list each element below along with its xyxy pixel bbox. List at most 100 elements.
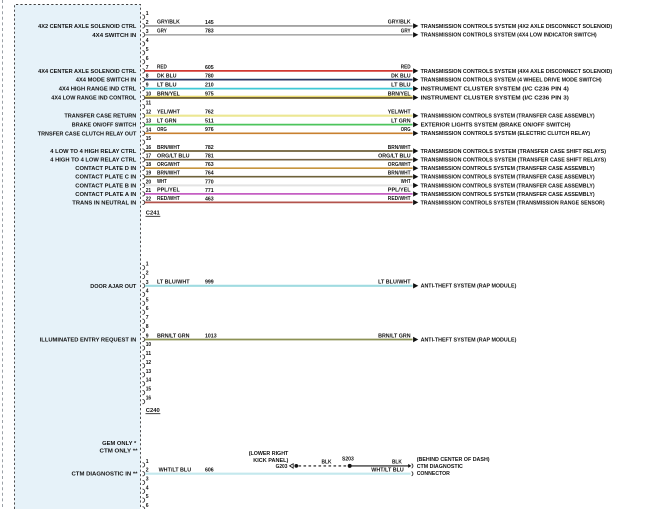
- svg-text:ORG: ORG: [157, 127, 167, 133]
- svg-text:18: 18: [146, 162, 152, 168]
- svg-text:ORG/WHT: ORG/WHT: [388, 162, 411, 168]
- svg-text:4X4 SWITCH IN: 4X4 SWITCH IN: [92, 33, 136, 39]
- svg-text:20: 20: [146, 179, 152, 185]
- svg-text:C241: C241: [146, 211, 160, 217]
- svg-text:ORG/WHT: ORG/WHT: [157, 162, 180, 168]
- svg-text:6: 6: [146, 306, 149, 312]
- svg-text:TRANSMISSION CONTROLS SYSTEM (: TRANSMISSION CONTROLS SYSTEM (TRANSFER C…: [421, 183, 595, 189]
- svg-text:LT BLU: LT BLU: [391, 82, 411, 88]
- svg-text:CONNECTOR: CONNECTOR: [417, 471, 450, 477]
- svg-text:TRANSMISSION CONTROLS SYSTEM (: TRANSMISSION CONTROLS SYSTEM (TRANSFER C…: [421, 149, 607, 155]
- svg-text:TRANSMISSION CONTROLS SYSTEM (: TRANSMISSION CONTROLS SYSTEM (TRANSFER C…: [421, 175, 595, 181]
- svg-text:LT GRN: LT GRN: [157, 118, 177, 124]
- svg-text:DOOR AJAR OUT: DOOR AJAR OUT: [90, 284, 137, 290]
- svg-text:10: 10: [146, 342, 152, 348]
- svg-text:GRY: GRY: [401, 29, 411, 35]
- svg-text:GRY/BLK: GRY/BLK: [388, 20, 411, 26]
- svg-text:RED: RED: [401, 65, 411, 71]
- svg-text:4X2 CENTER AXLE SOLENOID CTRL: 4X2 CENTER AXLE SOLENOID CTRL: [38, 24, 137, 30]
- svg-text:2: 2: [146, 271, 149, 277]
- svg-text:12: 12: [146, 360, 152, 366]
- svg-text:RED/WHT: RED/WHT: [157, 196, 180, 202]
- svg-text:17: 17: [146, 154, 152, 160]
- svg-text:782: 782: [205, 145, 214, 151]
- svg-text:ANTI-THEFT SYSTEM (RAP MODULE): ANTI-THEFT SYSTEM (RAP MODULE): [421, 284, 517, 290]
- svg-text:TRANSMISSION CONTROLS SYSTEM (: TRANSMISSION CONTROLS SYSTEM (TRANSMISSI…: [421, 200, 605, 206]
- svg-text:C240: C240: [146, 408, 160, 414]
- svg-text:TRNSFER CASE CLUTCH RELAY OUT: TRNSFER CASE CLUTCH RELAY OUT: [38, 131, 137, 137]
- svg-text:TRANSMISSION CONTROLS SYSTEM (: TRANSMISSION CONTROLS SYSTEM (4 WHEEL DR…: [421, 78, 602, 84]
- svg-text:511: 511: [205, 119, 214, 125]
- svg-text:(BEHIND CENTER OF DASH): (BEHIND CENTER OF DASH): [417, 457, 490, 463]
- svg-text:TRANSMISSION CONTROLS SYSTEM (: TRANSMISSION CONTROLS SYSTEM (4X2 AXLE D…: [421, 24, 613, 30]
- svg-text:11: 11: [146, 351, 152, 357]
- svg-text:6: 6: [146, 56, 149, 62]
- svg-text:BRN/LT GRN: BRN/LT GRN: [157, 333, 190, 339]
- svg-text:CONTACT PLATE A IN: CONTACT PLATE A IN: [75, 192, 136, 198]
- svg-text:999: 999: [205, 280, 214, 286]
- svg-text:14: 14: [146, 378, 152, 384]
- svg-text:13: 13: [146, 369, 152, 375]
- svg-text:15: 15: [146, 136, 152, 142]
- svg-text:1013: 1013: [205, 333, 217, 339]
- svg-text:4X4 MODE SWITCH IN: 4X4 MODE SWITCH IN: [76, 78, 137, 84]
- svg-text:2: 2: [146, 468, 149, 474]
- svg-text:764: 764: [205, 171, 214, 177]
- svg-text:ORG/LT BLU: ORG/LT BLU: [378, 154, 411, 160]
- svg-text:EXTERIOR LIGHTS SYSTEM (BRAKE: EXTERIOR LIGHTS SYSTEM (BRAKE ON/OFF SWI…: [421, 123, 571, 129]
- svg-text:3: 3: [146, 29, 149, 35]
- svg-text:606: 606: [205, 468, 214, 474]
- svg-text:463: 463: [205, 196, 214, 202]
- svg-text:4 LOW TO 4 HIGH RELAY CTRL: 4 LOW TO 4 HIGH RELAY CTRL: [50, 149, 137, 155]
- svg-text:DK BLU: DK BLU: [391, 73, 411, 79]
- svg-text:BRN/WHT: BRN/WHT: [388, 145, 411, 151]
- svg-text:210: 210: [205, 83, 214, 89]
- svg-text:3: 3: [146, 477, 149, 483]
- svg-text:ORG/LT BLU: ORG/LT BLU: [157, 154, 190, 160]
- svg-text:BRAKE ON/OFF SWITCH: BRAKE ON/OFF SWITCH: [72, 123, 137, 129]
- svg-text:771: 771: [205, 188, 214, 194]
- svg-text:4 HIGH TO 4 LOW RELAY CTRL: 4 HIGH TO 4 LOW RELAY CTRL: [50, 158, 137, 164]
- svg-text:975: 975: [205, 92, 214, 98]
- svg-text:TRANSMISSION CONTROLS SYSTEM (: TRANSMISSION CONTROLS SYSTEM (TRANSFER C…: [421, 192, 595, 198]
- svg-text:16: 16: [146, 396, 152, 402]
- svg-text:WHT/LT BLU: WHT/LT BLU: [159, 468, 192, 474]
- svg-text:12: 12: [146, 110, 152, 116]
- svg-text:BLK: BLK: [392, 460, 402, 466]
- svg-text:BRN/WHT: BRN/WHT: [388, 171, 411, 177]
- svg-text:BRN/WHT: BRN/WHT: [157, 171, 180, 177]
- svg-text:19: 19: [146, 171, 152, 177]
- svg-text:BRN/YEL: BRN/YEL: [388, 91, 411, 97]
- svg-text:INSTRUMENT CLUSTER SYSTEM (I/C: INSTRUMENT CLUSTER SYSTEM (I/C C236 PIN …: [421, 87, 569, 93]
- svg-text:DK BLU: DK BLU: [157, 73, 177, 79]
- svg-text:PPL/YEL: PPL/YEL: [157, 188, 180, 194]
- svg-text:781: 781: [205, 154, 214, 160]
- svg-text:9: 9: [146, 83, 149, 89]
- svg-text:YEL/WHT: YEL/WHT: [388, 110, 411, 116]
- svg-text:TRANSMISSION CONTROLS SYSTEM (: TRANSMISSION CONTROLS SYSTEM (TRANSFER C…: [421, 114, 595, 120]
- svg-text:763: 763: [205, 162, 214, 168]
- svg-text:LT BLU: LT BLU: [157, 82, 177, 88]
- svg-text:7: 7: [146, 315, 149, 321]
- svg-text:5: 5: [146, 297, 149, 303]
- svg-text:1: 1: [146, 459, 149, 465]
- svg-text:CTM DIAGNOSTIC IN **: CTM DIAGNOSTIC IN **: [72, 471, 139, 477]
- svg-text:TRANSMISSION CONTROLS SYSTEM (: TRANSMISSION CONTROLS SYSTEM (TRANSFER C…: [421, 166, 595, 172]
- svg-text:TRANSMISSION CONTROLS SYSTEM (: TRANSMISSION CONTROLS SYSTEM (4X4 AXLE D…: [421, 69, 613, 75]
- svg-text:RED: RED: [157, 65, 167, 71]
- svg-text:ANTI-THEFT SYSTEM (RAP MODULE): ANTI-THEFT SYSTEM (RAP MODULE): [421, 337, 517, 343]
- svg-text:1: 1: [146, 262, 149, 268]
- svg-text:4X4 LOW RANGE IND CONTROL: 4X4 LOW RANGE IND CONTROL: [51, 96, 137, 102]
- svg-text:4: 4: [146, 288, 149, 294]
- svg-text:CTM ONLY **: CTM ONLY **: [100, 448, 139, 454]
- svg-text:3: 3: [146, 280, 149, 286]
- svg-text:783: 783: [205, 29, 214, 35]
- svg-text:2: 2: [146, 20, 149, 26]
- svg-text:GRY/BLK: GRY/BLK: [157, 20, 180, 26]
- svg-text:14: 14: [146, 127, 152, 133]
- svg-text:RED/WHT: RED/WHT: [388, 196, 411, 202]
- svg-text:4: 4: [146, 38, 149, 44]
- svg-text:ILLUMINATED ENTRY REQUEST IN: ILLUMINATED ENTRY REQUEST IN: [40, 338, 137, 344]
- svg-text:GEM ONLY *: GEM ONLY *: [102, 441, 137, 447]
- svg-text:GRY: GRY: [157, 29, 167, 35]
